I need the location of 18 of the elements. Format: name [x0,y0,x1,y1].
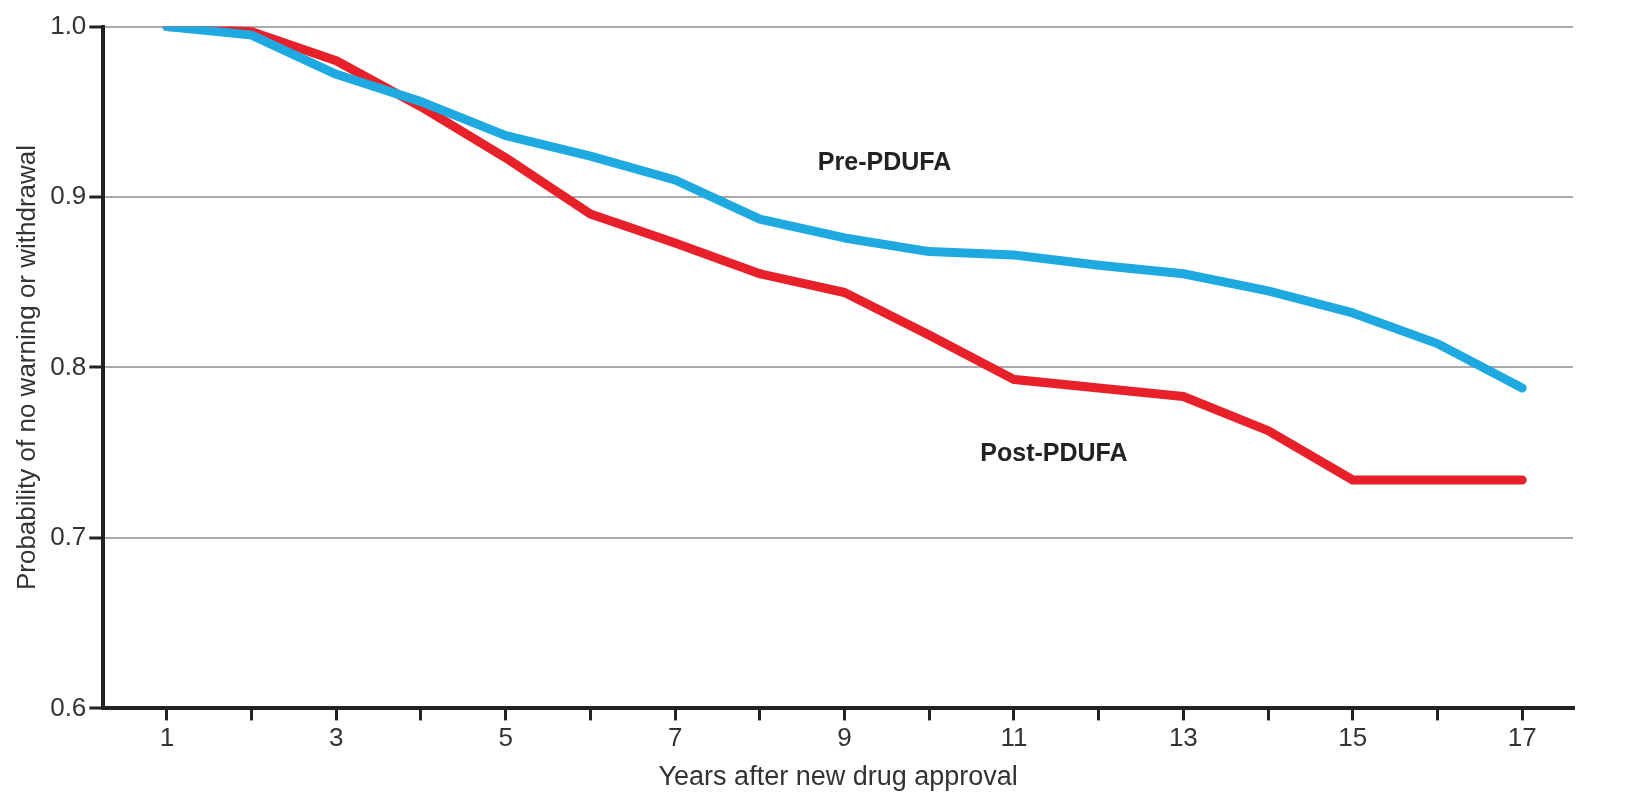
y-axis-title: Probability of no warning or withdrawal [10,144,41,591]
x-tick-label: 11 [1000,722,1028,753]
x-axis-title: Years after new drug approval [658,761,1018,792]
y-tick-label: 0.6 [50,691,87,722]
y-tick-label: 0.8 [50,350,87,381]
y-tick-label: 0.7 [50,521,87,552]
text: Pre-PDUFA [817,146,952,175]
x-tick-label: 15 [1338,722,1368,753]
x-tick-label: 3 [329,722,344,753]
series-label: Post-PDUFA [980,438,1128,467]
x-tick-label: 1 [159,722,175,753]
x-tick-label: 5 [498,722,513,753]
x-tick-label: 13 [1168,722,1198,753]
x-tick-label: 7 [667,722,683,753]
x-tick-label: 17 [1507,722,1537,753]
y-tick-label: 0.9 [50,180,87,211]
x-tick-label: 9 [837,722,852,753]
y-tick-label: 1.0 [50,9,87,40]
